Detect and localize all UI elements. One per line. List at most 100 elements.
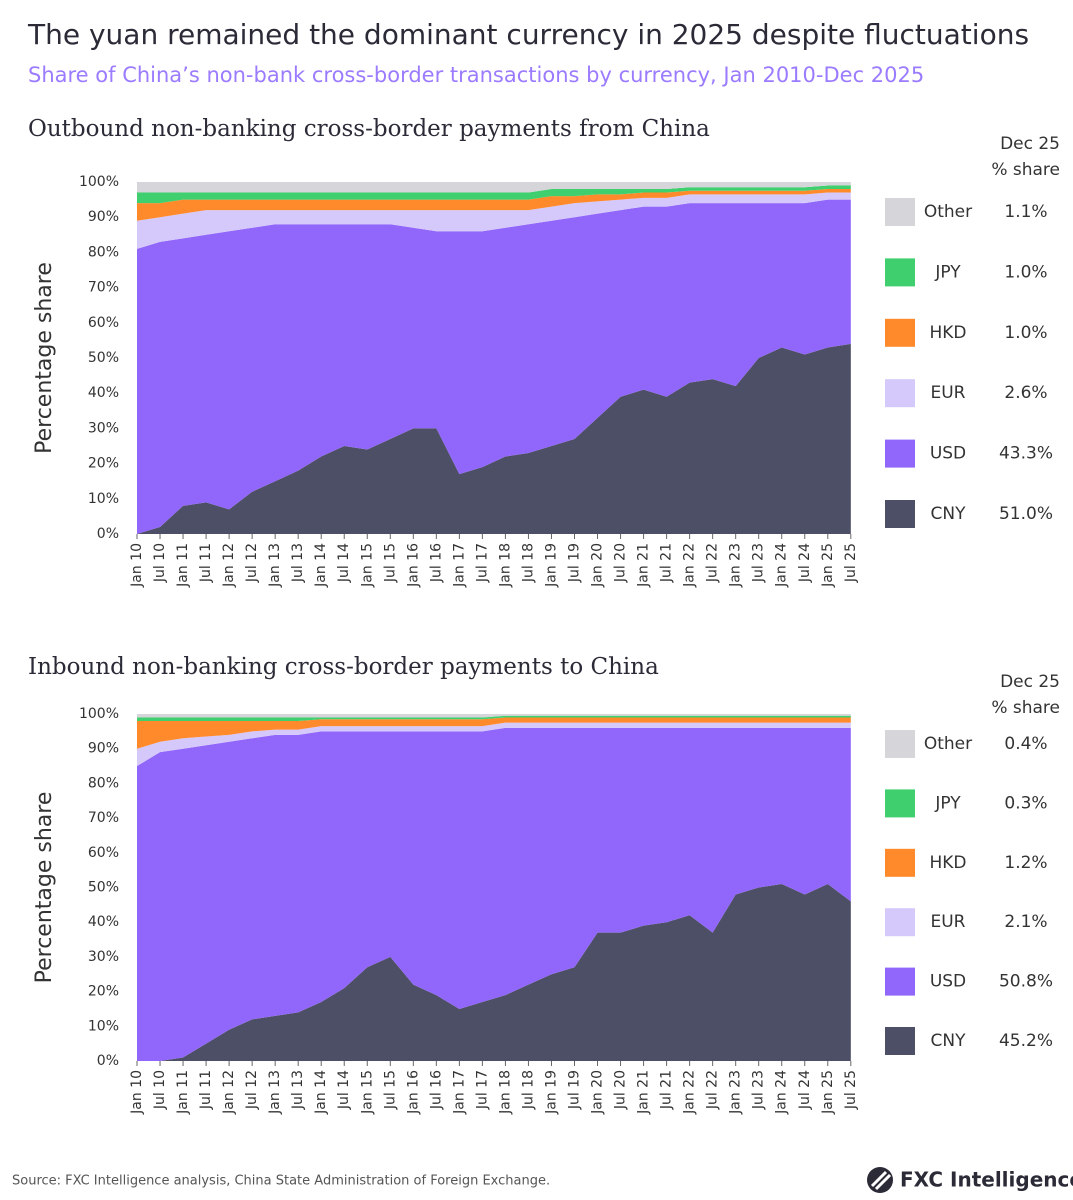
x-tick-label: Jul 10 [152, 543, 168, 583]
legend-value: 1.0% [1004, 323, 1047, 343]
x-tick-label: Jul 11 [198, 1070, 214, 1110]
legend-value: 1.1% [1004, 202, 1047, 222]
x-tick-label: Jul 25 [843, 543, 859, 583]
y-tick-label: 20% [88, 456, 119, 472]
y-tick-label: 60% [88, 845, 119, 861]
x-tick-label: Jan 20 [590, 543, 606, 588]
x-tick-label: Jan 24 [774, 1070, 790, 1115]
legend-swatch [885, 258, 915, 287]
area-other [137, 714, 851, 718]
legend-value: 43.3% [999, 444, 1053, 464]
x-tick-label: Jan 15 [359, 1070, 375, 1115]
x-tick-label: Jan 22 [682, 543, 698, 588]
y-tick-label: 40% [88, 385, 119, 401]
legend-value: 51.0% [999, 504, 1053, 524]
legend-value: 1.0% [1004, 262, 1047, 282]
legend-label: EUR [931, 912, 966, 932]
legend-swatch [885, 379, 915, 408]
legend-swatch [885, 198, 915, 226]
x-tick-label: Jan 17 [451, 543, 467, 588]
y-tick-label: 80% [88, 244, 119, 260]
chart-title: Inbound non-banking cross-border payment… [28, 654, 659, 680]
y-tick-label: 10% [88, 491, 119, 507]
x-tick-label: Jul 19 [566, 1070, 582, 1110]
x-tick-label: Jul 21 [659, 543, 675, 583]
area-usd [137, 199, 851, 534]
brand-logo [867, 1167, 893, 1193]
x-tick-label: Jul 24 [797, 543, 813, 583]
legend-value: 45.2% [999, 1031, 1053, 1051]
x-tick-label: Jan 11 [175, 1070, 191, 1115]
x-tick-label: Jan 24 [774, 543, 790, 588]
legend-label: USD [930, 444, 966, 464]
legend-value: 1.2% [1004, 853, 1047, 873]
y-tick-label: 30% [88, 949, 119, 965]
x-tick-label: Jul 14 [336, 1070, 352, 1110]
x-tick-label: Jul 25 [843, 1070, 859, 1110]
y-tick-label: 80% [88, 775, 119, 791]
legend-label: USD [930, 972, 966, 992]
x-tick-label: Jul 23 [751, 1070, 767, 1110]
x-tick-label: Jan 10 [129, 543, 145, 588]
area-eur [137, 192, 851, 249]
x-tick-label: Jan 12 [221, 543, 237, 588]
area-usd [137, 727, 851, 1061]
legend-swatch [885, 1027, 915, 1055]
x-tick-label: Jan 14 [313, 543, 329, 588]
x-tick-label: Jul 18 [520, 1070, 536, 1110]
area-eur [137, 722, 851, 767]
x-tick-label: Jul 19 [566, 543, 582, 583]
x-tick-label: Jan 19 [543, 543, 559, 588]
x-tick-label: Jan 25 [820, 543, 836, 588]
x-tick-label: Jan 17 [451, 1070, 467, 1115]
x-tick-label: Jan 20 [590, 1070, 606, 1115]
legend-swatch [885, 848, 915, 877]
legend-title: Dec 25 [1000, 672, 1060, 692]
x-tick-label: Jul 14 [336, 543, 352, 583]
legend-value: 0.3% [1004, 793, 1047, 813]
x-tick-label: Jan 13 [267, 543, 283, 588]
y-tick-label: 90% [88, 741, 119, 757]
x-tick-label: Jul 13 [290, 543, 306, 583]
legend-label: EUR [931, 383, 966, 403]
source: Source: FXC Intelligence analysis, China… [12, 1174, 550, 1189]
x-tick-label: Jan 13 [267, 1070, 283, 1115]
x-tick-label: Jan 21 [636, 543, 652, 588]
title: The yuan remained the dominant currency … [27, 18, 1029, 51]
legend-swatch [885, 439, 915, 468]
x-tick-label: Jul 13 [290, 1070, 306, 1110]
x-tick-label: Jan 16 [405, 543, 421, 588]
x-tick-label: Jul 17 [474, 1070, 490, 1110]
x-tick-label: Jan 25 [820, 1070, 836, 1115]
chart-title: Outbound non-banking cross-border paymen… [28, 116, 710, 142]
area-cny [137, 343, 851, 534]
x-tick-label: Jan 10 [129, 1070, 145, 1115]
legend-value: 50.8% [999, 972, 1053, 992]
x-tick-label: Jan 22 [682, 1070, 698, 1115]
legend-label: CNY [931, 1031, 967, 1051]
legend-label: JPY [934, 793, 961, 813]
x-tick-label: Jan 23 [728, 1070, 744, 1115]
legend-swatch [885, 967, 915, 996]
legend-value: 2.1% [1004, 912, 1047, 932]
x-tick-label: Jul 20 [613, 543, 629, 583]
x-tick-label: Jul 22 [705, 1070, 721, 1110]
y-tick-label: 90% [88, 209, 119, 225]
x-tick-label: Jul 16 [428, 1070, 444, 1110]
y-tick-label: 70% [88, 280, 119, 296]
legend-swatch [885, 730, 915, 758]
x-tick-label: Jul 22 [705, 543, 721, 583]
x-tick-label: Jul 11 [198, 543, 214, 583]
y-tick-label: 0% [97, 526, 119, 542]
x-tick-label: Jul 17 [474, 543, 490, 583]
legend-title: % share [991, 698, 1060, 718]
x-tick-label: Jul 16 [428, 543, 444, 583]
x-tick-label: Jul 10 [152, 1070, 168, 1110]
x-tick-label: Jan 16 [405, 1070, 421, 1115]
x-tick-label: Jan 18 [497, 1070, 513, 1115]
x-tick-label: Jan 15 [359, 543, 375, 588]
x-tick-label: Jul 15 [382, 543, 398, 583]
y-tick-label: 40% [88, 914, 119, 930]
x-tick-label: Jul 21 [659, 1070, 675, 1110]
